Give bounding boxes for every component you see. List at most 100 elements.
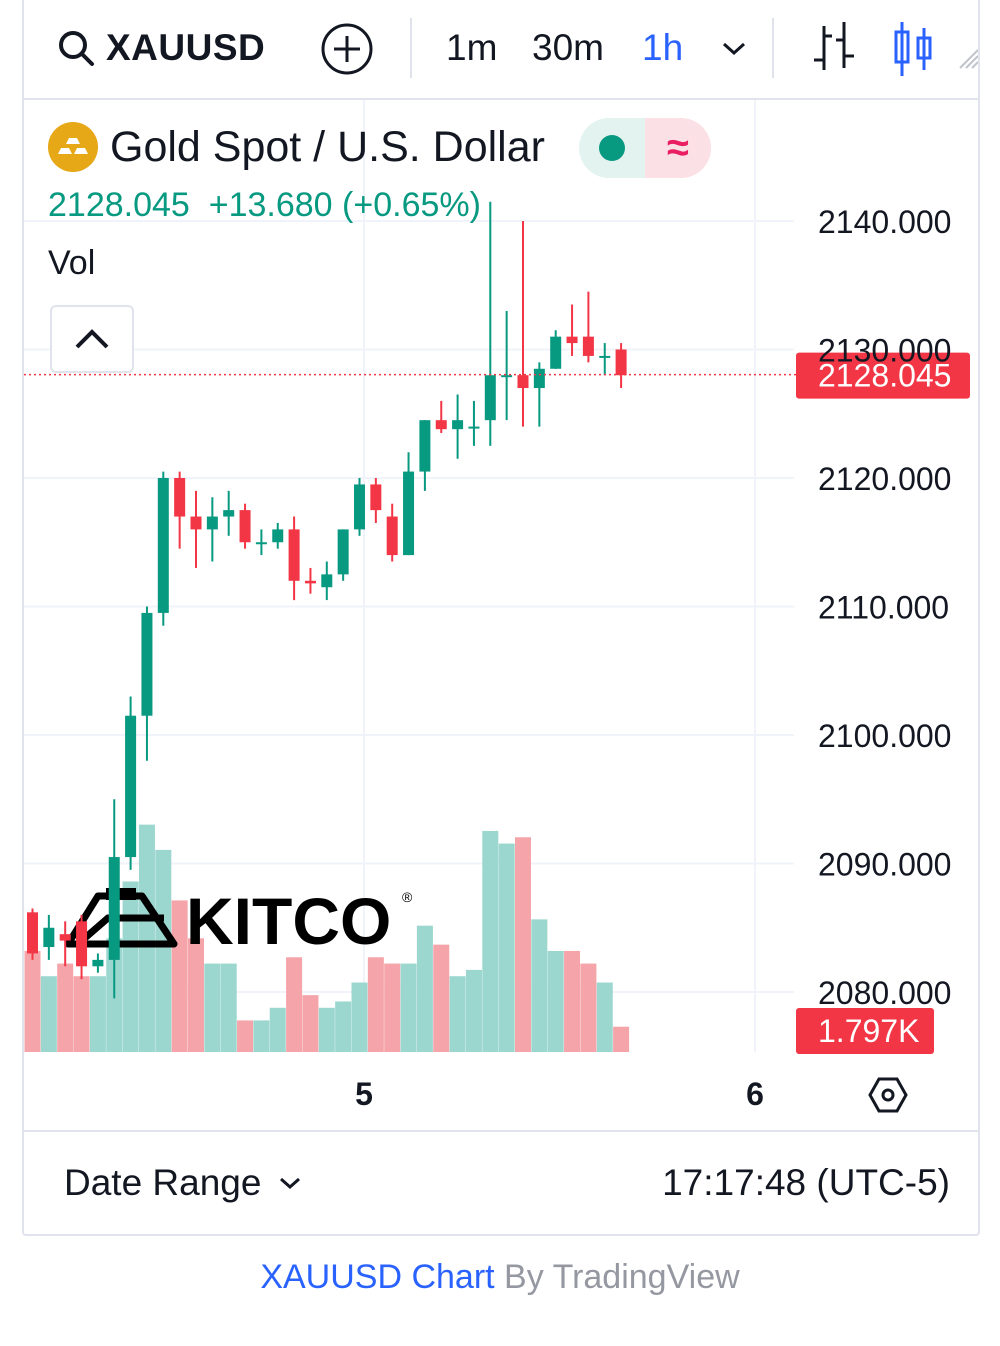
search-icon (59, 31, 94, 66)
volume-bar (531, 919, 548, 1052)
candle-body (582, 336, 594, 356)
kitco-watermark: KITCO ® (64, 884, 413, 958)
candle-body (468, 426, 480, 429)
candle-body (550, 336, 562, 369)
chevron-up-icon (75, 329, 109, 349)
candle (419, 420, 431, 491)
volume-bar (335, 1001, 352, 1052)
volume-bar (188, 938, 204, 1052)
candle (255, 529, 267, 556)
price-quote: 2128.045 +13.680 (+0.65%) (48, 186, 481, 225)
volume-bar (204, 963, 221, 1052)
last-price-tag-label: 2128.045 (818, 358, 951, 394)
market-status-pill[interactable]: ≈ (579, 118, 711, 178)
volume-bar (547, 950, 564, 1052)
candle (566, 304, 578, 356)
candle-body (272, 529, 284, 543)
candle-body (76, 921, 88, 967)
candle (386, 503, 398, 562)
volume-indicator-label: Vol (48, 244, 96, 282)
volume-bar (351, 982, 368, 1052)
candle-body (206, 516, 218, 530)
legend-title-row: Gold Spot / U.S. Dollar (48, 122, 545, 172)
candle (43, 914, 55, 960)
volume-bar (89, 976, 106, 1052)
chart-credit: XAUUSD Chart By TradingView (0, 1258, 1000, 1297)
candle-body (615, 349, 627, 376)
toolbar-divider (410, 18, 412, 78)
time-axis-label: 5 (355, 1076, 373, 1112)
candles-icon[interactable] (890, 20, 938, 78)
price-axis-label: 2090.000 (818, 847, 951, 883)
chart-widget: XAUUSD 1m 30m 1h (22, 0, 980, 1236)
volume-bar (57, 963, 74, 1052)
volume-bar (400, 963, 417, 1052)
volume-bar (465, 969, 482, 1052)
timeframe-1h[interactable]: 1h (642, 27, 684, 68)
date-range-button[interactable]: Date Range (64, 1162, 305, 1204)
candle (76, 914, 88, 980)
last-price-tag (796, 352, 970, 399)
add-symbol-icon[interactable] (320, 22, 374, 76)
candle-body (517, 375, 529, 389)
volume-bar (138, 824, 155, 1052)
candle (582, 291, 594, 363)
candle-body (354, 484, 365, 530)
time-axis-label: 6 (746, 1076, 764, 1112)
candle-body (533, 368, 545, 389)
volume-bar (596, 982, 613, 1052)
candle-body (403, 471, 415, 556)
volume-bar (171, 900, 188, 1052)
timeframe-30m[interactable]: 30m (532, 27, 604, 68)
volume-bar (73, 976, 90, 1052)
candle-body (288, 529, 300, 581)
chart-link[interactable]: XAUUSD Chart (260, 1258, 495, 1296)
chart-settings-icon[interactable] (868, 1077, 908, 1113)
candle (599, 343, 611, 376)
symbol-search[interactable]: XAUUSD (56, 22, 265, 74)
candle (304, 567, 316, 594)
timeframe-1m[interactable]: 1m (446, 27, 498, 68)
fullscreen-icon[interactable] (958, 40, 978, 70)
candle-body (501, 375, 513, 378)
volume-tag (796, 1008, 934, 1054)
volume-bar (449, 976, 466, 1052)
candle-body (108, 857, 120, 960)
market-open-icon (599, 135, 625, 161)
candle (321, 561, 333, 601)
candle (59, 921, 71, 967)
candle (174, 471, 186, 549)
candle-body (92, 959, 104, 967)
price-axis-label: 2120.000 (818, 461, 951, 497)
candle-body (337, 529, 349, 575)
candle-body (190, 516, 202, 530)
candle (157, 471, 169, 626)
volume-bar (220, 963, 237, 1052)
volume-bar (580, 963, 597, 1052)
candle (517, 221, 529, 427)
price-axis-label: 2080.000 (818, 975, 951, 1011)
symbol-label: XAUUSD (106, 27, 266, 68)
volume-bar (482, 830, 499, 1052)
bar-chart-icon[interactable] (808, 20, 860, 76)
candle (206, 497, 218, 562)
volume-bar (302, 995, 319, 1052)
clock-timezone[interactable]: 17:17:48 (UTC-5) (662, 1162, 950, 1203)
candle-body (386, 516, 398, 556)
approx-data-icon: ≈ (645, 118, 711, 178)
candle-body (419, 420, 431, 472)
volume-bar (318, 1007, 335, 1052)
collapse-legend-button[interactable] (50, 305, 134, 373)
candle (354, 478, 365, 536)
candle-body (43, 927, 55, 948)
candle (190, 490, 202, 568)
volume-bar (416, 925, 433, 1052)
candle (239, 503, 251, 549)
candle (615, 343, 627, 389)
candle-body (125, 715, 137, 858)
volume-bar (237, 1020, 254, 1052)
candle-body (255, 542, 267, 545)
chevron-down-icon[interactable] (720, 36, 748, 60)
candle-body (321, 574, 333, 588)
